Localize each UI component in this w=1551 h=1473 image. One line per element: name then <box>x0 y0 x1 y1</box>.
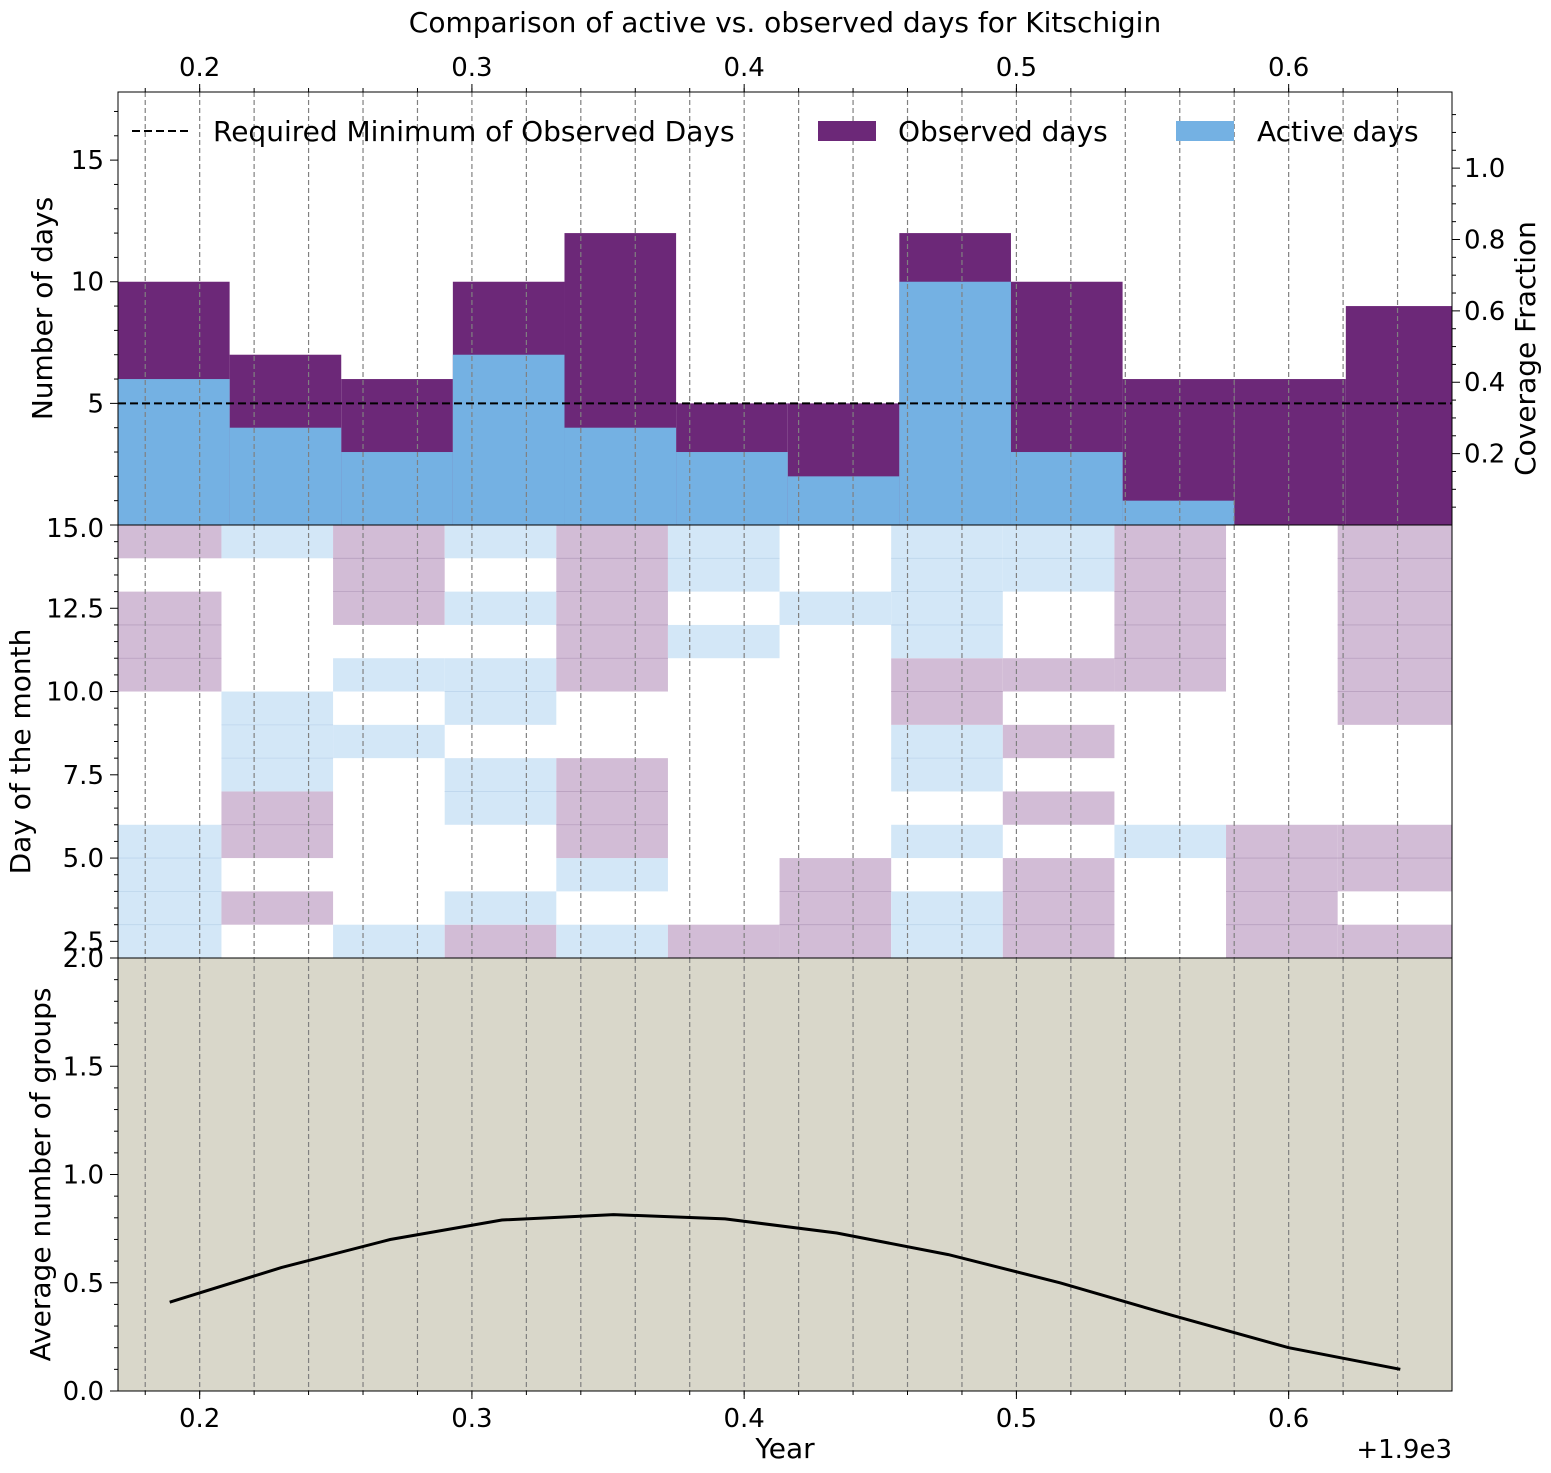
active-bar-5 <box>676 452 788 525</box>
active-bar-2 <box>341 452 453 525</box>
mid-ytick-label-3: 7.5 <box>63 761 104 791</box>
active-bar-0 <box>118 379 230 525</box>
active-cell-1-2 <box>221 691 334 792</box>
top-panel-observed-vs-active: 5 10 15 0.2 0.4 0.6 0.8 1.0 0.2 0.3 0.4 0.5 0.6 Numb… <box>26 53 1542 526</box>
legend-label-min: Required Minimum of Observed Days <box>213 115 735 148</box>
bot-ytick-label-2: 1.0 <box>63 1161 104 1191</box>
legend-active-swatch <box>1176 121 1234 141</box>
top-ytick-label-2: 15 <box>71 146 104 176</box>
active-bar-6 <box>787 476 900 525</box>
bottom-panel-average-groups: 0.0 0.5 1.0 1.5 0.2 0.3 0.4 0.5 0.6 Average numb… <box>24 957 1453 1465</box>
observed-cell-11-0 <box>1337 924 1452 958</box>
bot-xtick-label-4: 0.6 <box>1268 1404 1309 1434</box>
y2tick-label-2: 0.6 <box>1464 297 1505 327</box>
top-xtick-label-3: 0.5 <box>996 53 1037 83</box>
bot-xtick-label-2: 0.4 <box>723 1404 764 1434</box>
bot-xtick-label-1: 0.3 <box>451 1404 492 1434</box>
legend-label-active: Active days <box>1257 115 1419 148</box>
chart-title: Comparison of active vs. observed days f… <box>409 6 1161 39</box>
active-bar-8 <box>1010 452 1123 525</box>
observed-cell-4-2 <box>556 758 668 859</box>
y2tick-label-4: 1.0 <box>1464 154 1505 184</box>
mid-ytick-label-5: 12.5 <box>46 594 104 624</box>
observed-cell-8-4 <box>1002 724 1115 759</box>
coverage-fraction-axis-label: Coverage Fraction <box>1509 221 1542 476</box>
mid-ytick-label-6: 15.0 <box>46 514 104 544</box>
active-cell-9-0 <box>1114 824 1227 859</box>
average-groups-line <box>169 1213 1401 1371</box>
active-cell-2-0 <box>333 924 445 958</box>
top-ytick-label-0: 5 <box>87 389 104 419</box>
active-cell-3-4 <box>444 591 557 625</box>
top-y-axis-label: Number of days <box>26 197 59 420</box>
bot-ytick-label-1: 0.5 <box>63 1269 104 1299</box>
active-cell-3-5 <box>444 525 557 559</box>
top-vertical-lines <box>144 92 1399 525</box>
active-cell-4-1 <box>556 858 668 892</box>
y2tick-label-3: 0.8 <box>1464 225 1505 255</box>
bottom-y-axis-label: Average number of groups <box>24 988 57 1362</box>
active-cell-4-0 <box>556 924 668 958</box>
legend-observed-swatch <box>818 121 876 141</box>
observed-cell-6-1 <box>779 858 892 958</box>
bot-ytick-label-3: 1.5 <box>63 1052 104 1082</box>
mid-ytick-label-2: 5.0 <box>63 844 104 874</box>
top-ytick-label-1: 10 <box>71 268 104 298</box>
bottom-vertical-lines <box>144 958 1399 1391</box>
day-of-month-cells <box>118 525 1452 958</box>
observed-cell-9-1 <box>1114 525 1227 692</box>
active-cell-2-1 <box>333 724 445 759</box>
legend-label-observed: Observed days <box>898 115 1108 148</box>
bot-xtick-label-3: 0.5 <box>996 1404 1037 1434</box>
top-step-areas <box>118 233 1452 525</box>
observed-cell-2-3 <box>333 525 445 625</box>
x-axis-label: Year <box>754 1432 815 1465</box>
middle-vertical-lines <box>144 525 1399 958</box>
observed-cell-1-0 <box>221 891 334 925</box>
observed-bar-11 <box>1345 306 1452 525</box>
active-cell-7-1 <box>891 824 1003 859</box>
active-cell-2-2 <box>333 658 445 692</box>
active-bar-9 <box>1122 500 1235 525</box>
y2tick-label-0: 0.2 <box>1464 440 1505 470</box>
observed-cell-4-3 <box>556 525 668 692</box>
top-xtick-label-0: 0.2 <box>179 53 220 83</box>
y2tick-label-1: 0.4 <box>1464 368 1505 398</box>
observed-cell-5-0 <box>667 924 780 958</box>
active-bar-4 <box>564 427 677 525</box>
active-bar-1 <box>229 427 342 525</box>
bottom-axes: 0.0 0.5 1.0 1.5 0.2 0.3 0.4 0.5 0.6 <box>63 979 1399 1434</box>
active-cell-6-2 <box>779 591 892 625</box>
middle-panel-day-of-month: 2.02.5 5.0 7.5 10.0 12.5 15.0 Day of the mont… <box>4 514 1453 974</box>
observed-cell-8-5 <box>1002 658 1115 692</box>
observed-cell-8-3 <box>1002 791 1115 825</box>
top-xtick-label-2: 0.4 <box>723 53 764 83</box>
bot-xtick-label-0: 0.2 <box>179 1404 220 1434</box>
active-cell-5-2 <box>667 624 780 659</box>
observed-bar-10 <box>1234 379 1346 525</box>
top-xtick-label-4: 0.6 <box>1268 53 1309 83</box>
observed-cell-3-0 <box>444 924 557 958</box>
active-cell-1-3 <box>221 525 334 559</box>
mid-ytick-label-4: 10.0 <box>46 678 104 708</box>
x-offset-label: +1.9e3 <box>1356 1435 1452 1465</box>
bot-ytick-label-0: 0.0 <box>63 1377 104 1407</box>
observed-cell-0-2 <box>118 525 222 559</box>
top-axes: 5 10 15 0.2 0.4 0.6 0.8 1.0 0.2 0.3 0.4 0.5 0.6 <box>71 53 1505 508</box>
mid-ytick-label-0: 2.0 <box>63 944 104 974</box>
legend: Required Minimum of Observed Days Observ… <box>132 115 1419 148</box>
middle-y-axis-label: Day of the month <box>4 629 37 875</box>
middle-axes: 2.02.5 5.0 7.5 10.0 12.5 15.0 <box>46 514 118 974</box>
top-xtick-label-1: 0.3 <box>451 53 492 83</box>
active-bar-3 <box>452 354 565 525</box>
observed-cell-8-2 <box>1002 858 1115 958</box>
mid-ytick-label-1: 2.5 <box>63 927 104 957</box>
active-cell-3-1 <box>444 891 557 925</box>
observed-cell-0-1 <box>118 591 222 692</box>
bottom-panel-background <box>118 958 1452 1391</box>
